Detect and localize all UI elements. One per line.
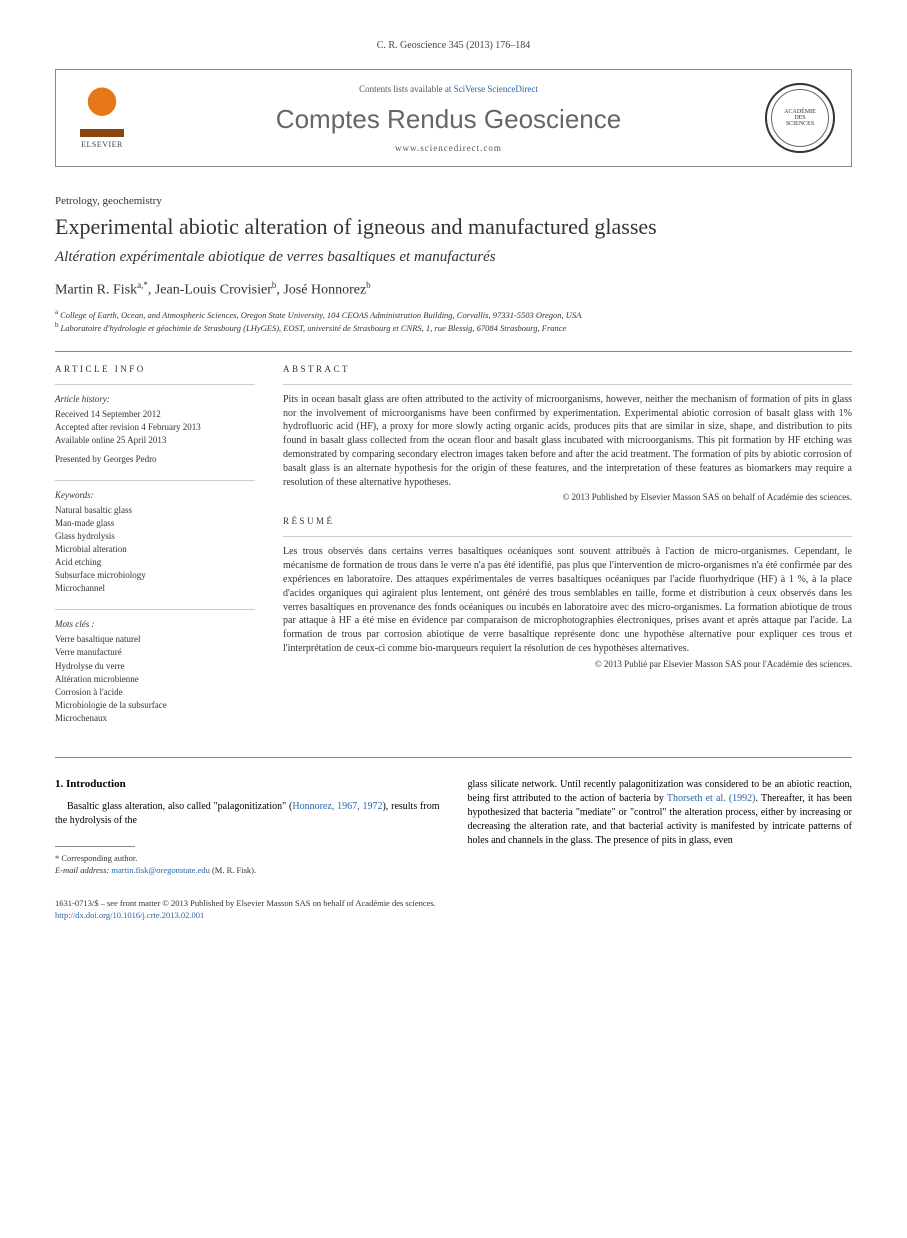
keyword-item: Subsurface microbiology [55, 569, 255, 582]
academie-seal-icon: ACADÉMIEDESSCIENCES [765, 83, 835, 153]
citation-link-honnorez[interactable]: Honnorez, 1967, 1972 [292, 801, 382, 812]
history-accepted: Accepted after revision 4 February 2013 [55, 421, 255, 434]
mots-cles-label: Mots clés : [55, 618, 255, 631]
abstract-heading: ABSTRACT [283, 364, 852, 374]
email-label: E-mail address: [55, 865, 109, 875]
mots-cles-block: Mots clés : Verre basaltique naturelVerr… [55, 618, 255, 724]
resume-copyright: © 2013 Publié par Elsevier Masson SAS po… [283, 659, 852, 669]
article-subtitle: Altération expérimentale abiotique de ve… [55, 249, 852, 266]
elsevier-label: ELSEVIER [81, 140, 123, 149]
footer-copyright: 1631-0713/$ – see front matter © 2013 Pu… [55, 898, 852, 910]
presented-by: Presented by Georges Pedro [55, 453, 255, 466]
intro-para-1: Basaltic glass alteration, also called "… [55, 800, 440, 828]
header-center: Contents lists available at SciVerse Sci… [146, 84, 751, 153]
thin-divider [283, 384, 852, 385]
citation-link-thorseth[interactable]: Thorseth et al. (1992) [667, 793, 756, 804]
article-history: Article history: Received 14 September 2… [55, 393, 255, 466]
keywords-label: Keywords: [55, 489, 255, 502]
corresponding-author: * Corresponding author. [55, 853, 440, 864]
keyword-item: Natural basaltic glass [55, 504, 255, 517]
footnote-divider [55, 846, 135, 847]
intro-text-pre: Basaltic glass alteration, also called "… [67, 801, 292, 812]
mot-cle-item: Verre basaltique naturel [55, 633, 255, 646]
history-received: Received 14 September 2012 [55, 408, 255, 421]
authors: Martin R. Fiska,*, Jean-Louis Crovisierb… [55, 280, 852, 299]
elsevier-logo: ELSEVIER [72, 82, 132, 154]
body-col-right: glass silicate network. Until recently p… [468, 778, 853, 876]
divider [55, 757, 852, 758]
journal-url: www.sciencedirect.com [146, 143, 751, 153]
intro-para-2: glass silicate network. Until recently p… [468, 778, 853, 849]
affiliations: aCollege of Earth, Ocean, and Atmospheri… [55, 308, 852, 335]
body-col-left: 1. Introduction Basaltic glass alteratio… [55, 778, 440, 876]
history-online: Available online 25 April 2013 [55, 434, 255, 447]
article-title: Experimental abiotic alteration of igneo… [55, 213, 852, 241]
page-footer: 1631-0713/$ – see front matter © 2013 Pu… [55, 898, 852, 922]
thin-divider [55, 480, 255, 481]
resume-heading: RÉSUMÉ [283, 516, 852, 526]
keyword-item: Microchannel [55, 582, 255, 595]
journal-header: ELSEVIER Contents lists available at Sci… [55, 69, 852, 167]
mot-cle-item: Corrosion à l'acide [55, 686, 255, 699]
keyword-item: Microbial alteration [55, 543, 255, 556]
thin-divider [55, 384, 255, 385]
divider [55, 351, 852, 352]
article-info-heading: ARTICLE INFO [55, 364, 255, 374]
mot-cle-item: Microchenaux [55, 712, 255, 725]
mot-cle-item: Altération microbienne [55, 673, 255, 686]
mot-cle-item: Hydrolyse du verre [55, 660, 255, 673]
email-author-name: (M. R. Fisk). [212, 865, 256, 875]
history-label: Article history: [55, 393, 255, 406]
elsevier-tree-icon [80, 87, 124, 137]
keyword-item: Glass hydrolysis [55, 530, 255, 543]
author-email-link[interactable]: martin.fisk@oregonstate.edu [111, 865, 209, 875]
abstract-copyright: © 2013 Published by Elsevier Masson SAS … [283, 492, 852, 502]
doi-link[interactable]: http://dx.doi.org/10.1016/j.crte.2013.02… [55, 910, 204, 920]
article-info-column: ARTICLE INFO Article history: Received 1… [55, 364, 255, 739]
body-columns: 1. Introduction Basaltic glass alteratio… [55, 778, 852, 876]
thin-divider [283, 536, 852, 537]
abstract-text: Pits in ocean basalt glass are often att… [283, 393, 852, 490]
abstract-column: ABSTRACT Pits in ocean basalt glass are … [283, 364, 852, 739]
keyword-item: Acid etching [55, 556, 255, 569]
introduction-heading: 1. Introduction [55, 778, 440, 790]
email-footnote: E-mail address: martin.fisk@oregonstate.… [55, 865, 440, 876]
contents-line: Contents lists available at SciVerse Sci… [146, 84, 751, 94]
mot-cle-item: Microbiologie de la subsurface [55, 699, 255, 712]
journal-reference: C. R. Geoscience 345 (2013) 176–184 [55, 40, 852, 51]
thin-divider [55, 609, 255, 610]
resume-text: Les trous observés dans certains verres … [283, 545, 852, 655]
mot-cle-item: Verre manufacturé [55, 646, 255, 659]
section-label: Petrology, geochemistry [55, 195, 852, 207]
keywords-block: Keywords: Natural basaltic glassMan-made… [55, 489, 255, 595]
info-abstract-row: ARTICLE INFO Article history: Received 1… [55, 364, 852, 739]
keyword-item: Man-made glass [55, 517, 255, 530]
sciencedirect-link[interactable]: SciVerse ScienceDirect [454, 84, 538, 94]
contents-prefix: Contents lists available at [359, 84, 453, 94]
journal-name: Comptes Rendus Geoscience [146, 104, 751, 135]
